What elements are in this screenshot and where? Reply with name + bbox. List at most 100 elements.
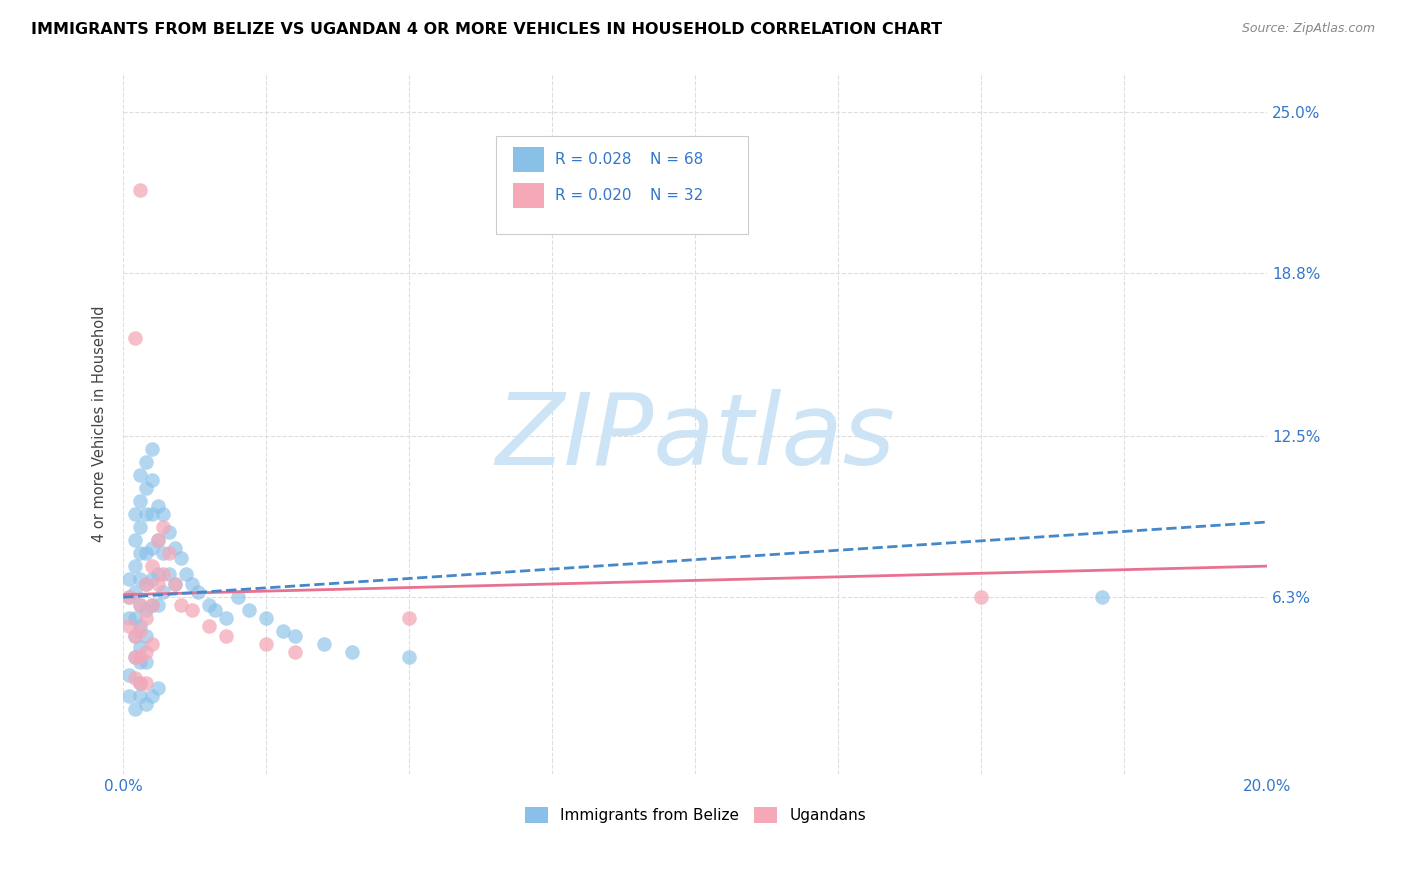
Point bbox=[181, 577, 204, 591]
Point bbox=[118, 619, 141, 633]
Point bbox=[135, 697, 157, 711]
Point bbox=[157, 546, 180, 560]
Text: N = 68: N = 68 bbox=[650, 153, 703, 167]
Point bbox=[163, 577, 186, 591]
Point bbox=[141, 474, 163, 488]
Point bbox=[141, 598, 163, 612]
Point bbox=[135, 676, 157, 690]
Text: R = 0.020: R = 0.020 bbox=[555, 188, 631, 202]
Point bbox=[124, 559, 146, 574]
Point bbox=[141, 637, 163, 651]
Point bbox=[141, 598, 163, 612]
Point bbox=[215, 611, 238, 625]
Point bbox=[135, 629, 157, 643]
Point bbox=[163, 577, 186, 591]
Point bbox=[129, 655, 152, 669]
Point bbox=[129, 572, 152, 586]
Point bbox=[141, 689, 163, 703]
Point bbox=[129, 650, 152, 665]
Point bbox=[124, 650, 146, 665]
Point bbox=[129, 494, 152, 508]
Point bbox=[146, 598, 169, 612]
Text: N = 32: N = 32 bbox=[650, 188, 703, 202]
Point bbox=[129, 520, 152, 534]
Legend: Immigrants from Belize, Ugandans: Immigrants from Belize, Ugandans bbox=[519, 801, 872, 830]
Point bbox=[215, 629, 238, 643]
Point bbox=[146, 577, 169, 591]
Point bbox=[174, 566, 197, 581]
Point bbox=[198, 598, 221, 612]
Text: Source: ZipAtlas.com: Source: ZipAtlas.com bbox=[1241, 22, 1375, 36]
Point bbox=[135, 577, 157, 591]
Point bbox=[169, 598, 191, 612]
Point bbox=[152, 520, 174, 534]
Point bbox=[135, 577, 157, 591]
Point bbox=[124, 585, 146, 599]
Point bbox=[398, 650, 420, 665]
Point bbox=[124, 611, 146, 625]
Point bbox=[141, 572, 163, 586]
Point bbox=[135, 645, 157, 659]
Point bbox=[141, 559, 163, 574]
Point bbox=[124, 533, 146, 548]
Y-axis label: 4 or more Vehicles in Household: 4 or more Vehicles in Household bbox=[93, 305, 107, 541]
Point bbox=[152, 546, 174, 560]
Point bbox=[129, 619, 152, 633]
Point bbox=[340, 645, 363, 659]
Point bbox=[124, 702, 146, 716]
Point bbox=[135, 455, 157, 469]
Point bbox=[146, 500, 169, 514]
Point bbox=[273, 624, 295, 638]
Point bbox=[124, 629, 146, 643]
Point bbox=[141, 541, 163, 555]
Point bbox=[129, 598, 152, 612]
Point bbox=[129, 676, 152, 690]
Point bbox=[204, 603, 226, 617]
Point bbox=[135, 655, 157, 669]
Point bbox=[970, 591, 993, 605]
Point bbox=[129, 676, 152, 690]
Point bbox=[129, 546, 152, 560]
Point bbox=[118, 591, 141, 605]
Point bbox=[118, 689, 141, 703]
Point bbox=[129, 624, 152, 638]
Point bbox=[284, 629, 307, 643]
Point bbox=[1090, 591, 1112, 605]
Point bbox=[141, 507, 163, 521]
Point bbox=[141, 442, 163, 457]
Point bbox=[124, 650, 146, 665]
Point bbox=[198, 619, 221, 633]
Point bbox=[146, 681, 169, 695]
Point bbox=[152, 566, 174, 581]
Point bbox=[157, 566, 180, 581]
Point bbox=[312, 637, 335, 651]
Point bbox=[129, 468, 152, 483]
Point bbox=[124, 331, 146, 345]
Text: R = 0.028: R = 0.028 bbox=[555, 153, 631, 167]
Point bbox=[124, 507, 146, 521]
Point bbox=[118, 591, 141, 605]
Point bbox=[254, 637, 277, 651]
Point bbox=[152, 585, 174, 599]
Point bbox=[118, 668, 141, 682]
Point bbox=[135, 611, 157, 625]
Point bbox=[187, 585, 209, 599]
Point bbox=[135, 481, 157, 495]
Text: IMMIGRANTS FROM BELIZE VS UGANDAN 4 OR MORE VEHICLES IN HOUSEHOLD CORRELATION CH: IMMIGRANTS FROM BELIZE VS UGANDAN 4 OR M… bbox=[31, 22, 942, 37]
Point bbox=[129, 598, 152, 612]
Point bbox=[124, 629, 146, 643]
Point bbox=[118, 572, 141, 586]
Point bbox=[181, 603, 204, 617]
Point bbox=[146, 533, 169, 548]
Point bbox=[163, 541, 186, 555]
Point bbox=[146, 533, 169, 548]
Text: ZIPatlas: ZIPatlas bbox=[495, 389, 896, 486]
Point bbox=[254, 611, 277, 625]
Point bbox=[157, 525, 180, 540]
Point bbox=[118, 611, 141, 625]
Point bbox=[398, 611, 420, 625]
Point bbox=[135, 546, 157, 560]
Point bbox=[238, 603, 260, 617]
Point bbox=[129, 183, 152, 197]
Point bbox=[129, 689, 152, 703]
